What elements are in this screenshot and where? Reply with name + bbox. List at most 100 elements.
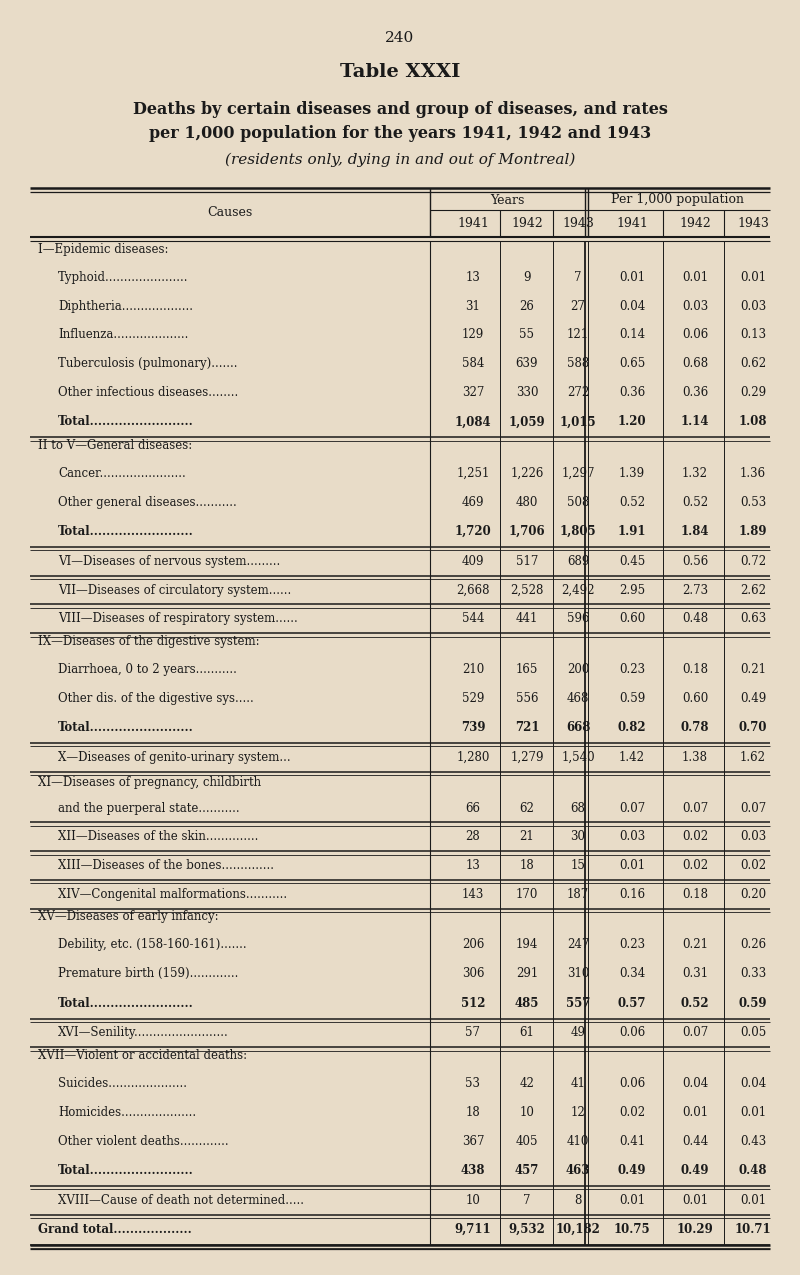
Text: 739: 739: [461, 722, 486, 734]
Text: 0.56: 0.56: [682, 555, 708, 567]
Text: Suicides.....................: Suicides.....................: [58, 1077, 187, 1090]
Text: 1.84: 1.84: [681, 525, 710, 538]
Text: 1,251: 1,251: [456, 467, 490, 479]
Text: 0.03: 0.03: [740, 830, 766, 843]
Text: 1.91: 1.91: [618, 525, 646, 538]
Text: 129: 129: [462, 328, 484, 342]
Text: 508: 508: [567, 496, 589, 509]
Text: 0.07: 0.07: [682, 802, 708, 815]
Text: 529: 529: [462, 692, 484, 705]
Text: 0.59: 0.59: [738, 997, 767, 1010]
Text: XV—Diseases of early infancy:: XV—Diseases of early infancy:: [38, 910, 218, 923]
Text: 1.14: 1.14: [681, 416, 710, 428]
Text: 0.53: 0.53: [740, 496, 766, 509]
Text: 556: 556: [516, 692, 538, 705]
Text: 1.36: 1.36: [740, 467, 766, 479]
Text: Influenza....................: Influenza....................: [58, 328, 188, 342]
Text: 0.01: 0.01: [740, 1193, 766, 1206]
Text: 0.01: 0.01: [619, 270, 645, 284]
Text: 0.07: 0.07: [740, 802, 766, 815]
Text: 18: 18: [520, 859, 534, 872]
Text: 0.02: 0.02: [740, 859, 766, 872]
Text: Total.........................: Total.........................: [58, 722, 194, 734]
Text: 0.78: 0.78: [681, 722, 710, 734]
Text: 1.20: 1.20: [618, 416, 646, 428]
Text: 0.36: 0.36: [682, 386, 708, 399]
Text: 438: 438: [461, 1164, 486, 1177]
Text: Years: Years: [490, 194, 525, 207]
Text: 1,805: 1,805: [560, 525, 596, 538]
Text: 2,528: 2,528: [510, 584, 544, 597]
Text: 0.52: 0.52: [681, 997, 710, 1010]
Text: Tuberculosis (pulmonary).......: Tuberculosis (pulmonary).......: [58, 357, 238, 370]
Text: 7: 7: [574, 270, 582, 284]
Text: 1,015: 1,015: [560, 416, 596, 428]
Text: 1,084: 1,084: [454, 416, 491, 428]
Text: 15: 15: [570, 859, 586, 872]
Text: 463: 463: [566, 1164, 590, 1177]
Text: 0.01: 0.01: [619, 1193, 645, 1206]
Text: 1.89: 1.89: [738, 525, 767, 538]
Text: 0.52: 0.52: [682, 496, 708, 509]
Text: 0.04: 0.04: [682, 1077, 708, 1090]
Text: Total.........................: Total.........................: [58, 525, 194, 538]
Text: 0.82: 0.82: [618, 722, 646, 734]
Text: 9,532: 9,532: [509, 1223, 546, 1237]
Text: Diarrhoea, 0 to 2 years...........: Diarrhoea, 0 to 2 years...........: [58, 663, 237, 676]
Text: 1.08: 1.08: [738, 416, 767, 428]
Text: 0.01: 0.01: [740, 270, 766, 284]
Text: 0.02: 0.02: [682, 859, 708, 872]
Text: Total.........................: Total.........................: [58, 416, 194, 428]
Text: 10: 10: [466, 1193, 481, 1206]
Text: 306: 306: [462, 968, 484, 980]
Text: 2.62: 2.62: [740, 584, 766, 597]
Text: 0.52: 0.52: [619, 496, 645, 509]
Text: 668: 668: [566, 722, 590, 734]
Text: Grand total...................: Grand total...................: [38, 1223, 192, 1237]
Text: 121: 121: [567, 328, 589, 342]
Text: 441: 441: [516, 612, 538, 625]
Text: 0.03: 0.03: [619, 830, 645, 843]
Text: 13: 13: [466, 859, 481, 872]
Text: I—Epidemic diseases:: I—Epidemic diseases:: [38, 242, 169, 256]
Text: 1.62: 1.62: [740, 751, 766, 764]
Text: 0.60: 0.60: [619, 612, 645, 625]
Text: 0.43: 0.43: [740, 1135, 766, 1148]
Text: 0.44: 0.44: [682, 1135, 708, 1148]
Text: 0.02: 0.02: [619, 1105, 645, 1119]
Text: 1,720: 1,720: [454, 525, 491, 538]
Text: 13: 13: [466, 270, 481, 284]
Text: 0.41: 0.41: [619, 1135, 645, 1148]
Text: XIII—Diseases of the bones..............: XIII—Diseases of the bones..............: [58, 859, 274, 872]
Text: 1942: 1942: [679, 217, 711, 230]
Text: 1.39: 1.39: [619, 467, 645, 479]
Text: 596: 596: [566, 612, 590, 625]
Text: VIII—Diseases of respiratory system......: VIII—Diseases of respiratory system.....…: [58, 612, 298, 625]
Text: 187: 187: [567, 887, 589, 900]
Text: 61: 61: [519, 1026, 534, 1039]
Text: Table XXXI: Table XXXI: [340, 62, 460, 82]
Text: 206: 206: [462, 938, 484, 951]
Text: 557: 557: [566, 997, 590, 1010]
Text: 310: 310: [567, 968, 589, 980]
Text: 0.49: 0.49: [618, 1164, 646, 1177]
Text: 10: 10: [519, 1105, 534, 1119]
Text: 26: 26: [519, 300, 534, 312]
Text: 12: 12: [570, 1105, 586, 1119]
Text: 0.57: 0.57: [618, 997, 646, 1010]
Text: 0.63: 0.63: [740, 612, 766, 625]
Text: 0.65: 0.65: [619, 357, 645, 370]
Text: 55: 55: [519, 328, 534, 342]
Text: II to V—General diseases:: II to V—General diseases:: [38, 439, 192, 451]
Text: 0.16: 0.16: [619, 887, 645, 900]
Text: 9: 9: [523, 270, 530, 284]
Text: 31: 31: [466, 300, 481, 312]
Text: 18: 18: [466, 1105, 480, 1119]
Text: 240: 240: [386, 31, 414, 45]
Text: 143: 143: [462, 887, 484, 900]
Text: 8: 8: [574, 1193, 582, 1206]
Text: 0.18: 0.18: [682, 663, 708, 676]
Text: IX—Diseases of the digestive system:: IX—Diseases of the digestive system:: [38, 635, 260, 648]
Text: 0.05: 0.05: [740, 1026, 766, 1039]
Text: 1,540: 1,540: [561, 751, 595, 764]
